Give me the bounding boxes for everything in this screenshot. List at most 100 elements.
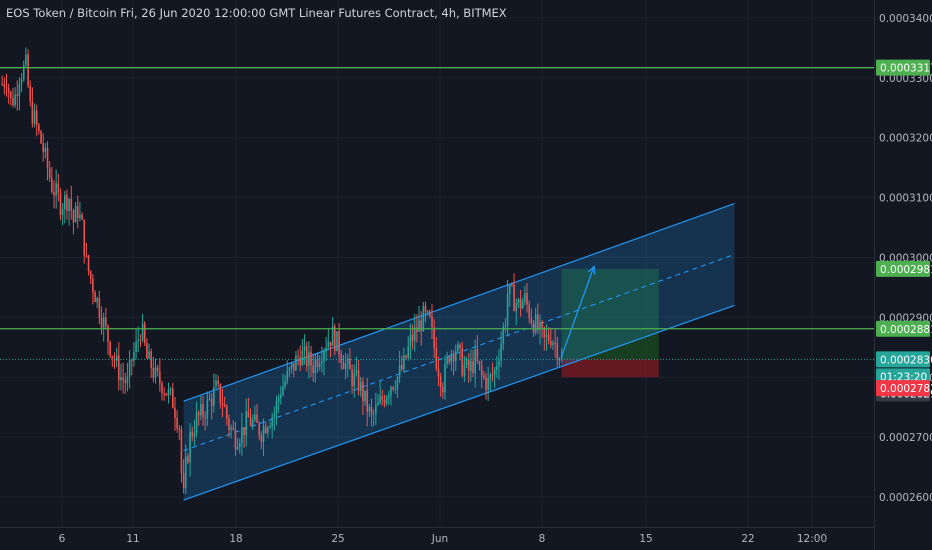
candle-body (396, 377, 399, 389)
time-tick-label: 25 (331, 533, 344, 545)
candle-body (487, 378, 489, 390)
candle-body (230, 427, 232, 430)
parallel-channel[interactable] (183, 203, 735, 501)
candle-body (504, 325, 507, 327)
last-price-badge: 0.0002830 (880, 354, 932, 366)
price-tick-label: 0.0003100 (879, 193, 932, 205)
candle-body (284, 381, 286, 387)
candle-body (290, 363, 293, 368)
projection-arrow[interactable] (560, 265, 596, 357)
candle-body (465, 359, 468, 366)
candle-body (545, 335, 548, 338)
candle-body (407, 346, 410, 358)
candle-body (143, 323, 146, 344)
candle-body (435, 348, 438, 370)
candle-body (81, 214, 83, 220)
candle-body (547, 335, 550, 341)
position-zones (561, 268, 659, 378)
candle-body (234, 429, 237, 450)
candle-body (528, 304, 530, 318)
candle-body (236, 447, 239, 450)
candle-body (521, 301, 524, 309)
candle-body (342, 362, 345, 370)
candle-body (394, 388, 397, 390)
candle-body (208, 398, 211, 400)
horizontal-lines[interactable] (0, 67, 874, 360)
level-badge-mid-bg (876, 320, 930, 337)
candle-body (135, 341, 137, 353)
candle-body (280, 395, 282, 399)
channel-lower-line (183, 304, 735, 501)
candle-body (70, 199, 73, 211)
candle-body (1, 83, 3, 85)
candle-body (413, 327, 416, 341)
candle-body (480, 365, 483, 376)
candle-body (325, 347, 327, 352)
candle-body (558, 359, 561, 361)
loss-zone (561, 359, 659, 378)
candle-body (150, 351, 152, 368)
candle-body (446, 356, 448, 364)
candle-body (299, 357, 302, 365)
candle-body (197, 412, 200, 416)
candle-body (502, 326, 505, 344)
price-tick-label: 0.0003300 (879, 73, 932, 85)
candle-body (493, 369, 496, 376)
candle-body (390, 387, 392, 396)
candle-body (403, 355, 405, 370)
candle-body (100, 317, 103, 328)
channel-median-line (183, 253, 735, 452)
candle-body (156, 367, 159, 372)
chart-grid (0, 0, 874, 527)
candle-body (57, 183, 60, 194)
candle-body (554, 342, 556, 344)
candle-body (223, 404, 226, 407)
candle-body (16, 94, 19, 97)
candle-body (102, 317, 105, 328)
candle-body (122, 377, 124, 381)
candle-body (139, 339, 142, 341)
candle-body (556, 343, 559, 360)
candle-body (340, 353, 343, 363)
candle-body (288, 367, 291, 371)
candle-body (400, 365, 403, 370)
candle-body (420, 320, 422, 332)
candle-body (210, 398, 213, 406)
candle-body (245, 411, 248, 436)
candle-body (182, 473, 185, 488)
candle-body (247, 411, 250, 418)
candle-body (3, 84, 6, 87)
candle-body (526, 293, 528, 305)
candle-body (46, 147, 49, 168)
candle-body (303, 346, 306, 351)
candle-body (12, 98, 14, 106)
candle-body (314, 359, 317, 374)
candle-body (124, 380, 127, 384)
candle-body (55, 183, 57, 196)
candle-body (370, 406, 373, 415)
arrow-head (587, 265, 596, 275)
candle-body (64, 194, 66, 209)
candle-body (83, 219, 86, 256)
candle-body (416, 327, 418, 332)
candle-body (180, 428, 183, 474)
candle-body (74, 206, 77, 223)
candle-body (184, 456, 187, 488)
candle-body (301, 350, 304, 365)
candle-body (254, 414, 256, 421)
candle-body (51, 177, 53, 192)
candle-body (169, 388, 172, 390)
candle-body (277, 398, 280, 402)
candle-body (344, 363, 347, 370)
candle-body (539, 321, 541, 330)
candle-body (118, 355, 120, 381)
candle-body (40, 131, 42, 144)
candle-body (152, 367, 155, 378)
candle-body (174, 407, 176, 419)
candle-body (38, 124, 40, 132)
candle-body (508, 284, 511, 295)
candle-body (543, 327, 546, 338)
time-axis[interactable]: 6 11 18 25 Jun 8 15 22 12:00 (59, 533, 827, 545)
candle-body (357, 370, 360, 392)
